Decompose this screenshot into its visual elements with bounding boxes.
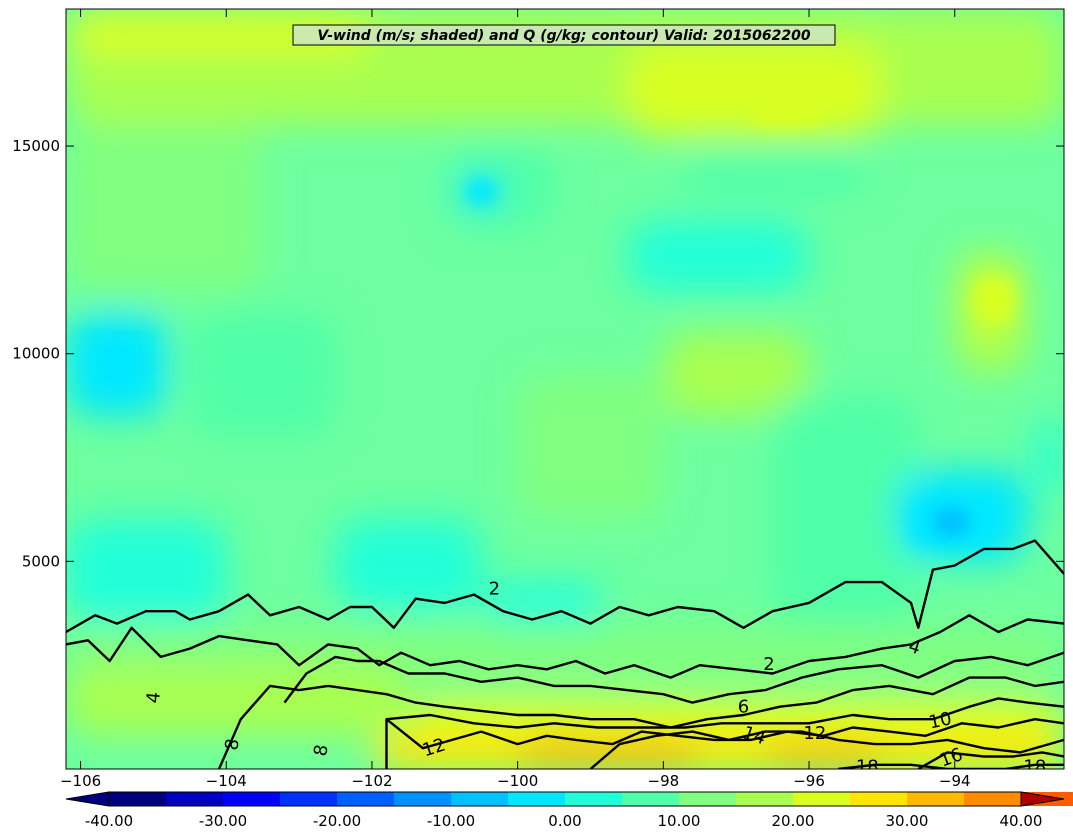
x-tick-label: −100 — [497, 772, 538, 790]
colorbar-segment — [508, 792, 566, 806]
x-axis: −106 −104 −102 −100 −98 −96 −94 — [60, 9, 971, 790]
chart-title-box: V-wind (m/s; shaded) and Q (g/kg; contou… — [292, 24, 836, 46]
colorbar: -40.00 -30.00 -20.00 -10.00 0.00 10.00 20.00 30… — [65, 791, 1073, 830]
contour-label: 8 — [221, 737, 244, 752]
contour-label: 10 — [927, 708, 954, 733]
q-contour-16 — [917, 751, 1064, 769]
q-contour-4 — [66, 614, 1064, 679]
shading-region — [626, 220, 810, 292]
q-contour-18 — [838, 763, 1064, 769]
contour-label: 4 — [143, 691, 165, 704]
shading-region — [1034, 415, 1064, 500]
colorbar-tick-label: 30.00 — [886, 812, 929, 830]
contour-label: 12 — [803, 723, 826, 744]
shading-region — [66, 312, 168, 416]
colorbar-segment — [166, 792, 224, 806]
chart-title: V-wind (m/s; shaded) and Q (g/kg; contou… — [317, 28, 810, 44]
y-tick-label: 15000 — [12, 137, 60, 155]
colorbar-segment — [736, 792, 794, 806]
y-axis: 5000 10000 15000 — [12, 137, 1064, 570]
x-tick-label: −106 — [60, 772, 101, 790]
shading-region — [626, 42, 882, 138]
colorbar-tick-label: -40.00 — [85, 812, 133, 830]
shading-region — [765, 744, 882, 769]
shading-region — [189, 312, 336, 437]
q-contour-12 — [385, 718, 1064, 769]
colorbar-tick-label: 0.00 — [548, 812, 581, 830]
shading-region — [517, 374, 664, 520]
shading-core — [976, 278, 1014, 321]
contour-label: 18 — [856, 757, 879, 778]
colorbar-segment — [793, 792, 851, 806]
y-tick-label: 5000 — [22, 552, 60, 570]
title-background — [292, 24, 836, 46]
shading-region — [66, 519, 227, 624]
colorbar-tick-label: -20.00 — [313, 812, 361, 830]
contour-label: 2 — [489, 578, 500, 599]
shading-core — [932, 507, 970, 537]
shading-core — [750, 96, 824, 126]
shading-region — [66, 665, 409, 736]
q-contours — [66, 539, 1064, 769]
colorbar-segment — [850, 792, 908, 806]
colorbar-segment — [565, 792, 623, 806]
shading-region — [677, 154, 868, 196]
contour-label: 6 — [738, 696, 749, 717]
y-tick-label: 10000 — [12, 345, 60, 363]
colorbar-segment — [907, 792, 965, 806]
colorbar-tick-label: 20.00 — [772, 812, 815, 830]
shading-region — [335, 519, 482, 612]
shading-detail — [466, 96, 1014, 545]
contour-label: 8 — [310, 743, 333, 758]
colorbar-extend-min — [65, 791, 110, 807]
colorbar-tick-label: 10.00 — [658, 812, 701, 830]
q-contour-14 — [589, 730, 1064, 769]
colorbar-tick-label: 40.00 — [1000, 812, 1043, 830]
colorbar-tick-label: -10.00 — [427, 812, 475, 830]
colorbar-segment — [964, 792, 1022, 806]
x-tick-label: −102 — [351, 772, 392, 790]
colorbar-segment — [451, 792, 509, 806]
colorbar-frame — [108, 791, 1022, 807]
colorbar-segment — [337, 792, 395, 806]
shading-region — [66, 125, 263, 292]
colorbar-segment — [622, 792, 680, 806]
colorbar-segment — [394, 792, 452, 806]
contour-label: 18 — [1023, 757, 1046, 778]
x-tick-label: −98 — [648, 772, 680, 790]
plot-frame — [65, 8, 1065, 770]
x-tick-label: −104 — [206, 772, 247, 790]
shading-region — [772, 395, 919, 624]
colorbar-segment — [223, 792, 281, 806]
x-tick-label: −94 — [939, 772, 971, 790]
colorbar-segment — [679, 792, 737, 806]
colorbar-segment — [280, 792, 338, 806]
colorbar-tick-label: -30.00 — [199, 812, 247, 830]
contour-label: 2 — [763, 654, 774, 675]
shading-core — [466, 179, 496, 205]
shading-region — [663, 332, 810, 416]
x-tick-label: −96 — [793, 772, 825, 790]
colorbar-segment — [109, 792, 167, 806]
q-contour-10 — [386, 697, 1064, 729]
q-contour-2 — [66, 539, 1064, 634]
q-contour-6 — [283, 651, 1064, 704]
q-contour-8 — [217, 676, 1064, 769]
